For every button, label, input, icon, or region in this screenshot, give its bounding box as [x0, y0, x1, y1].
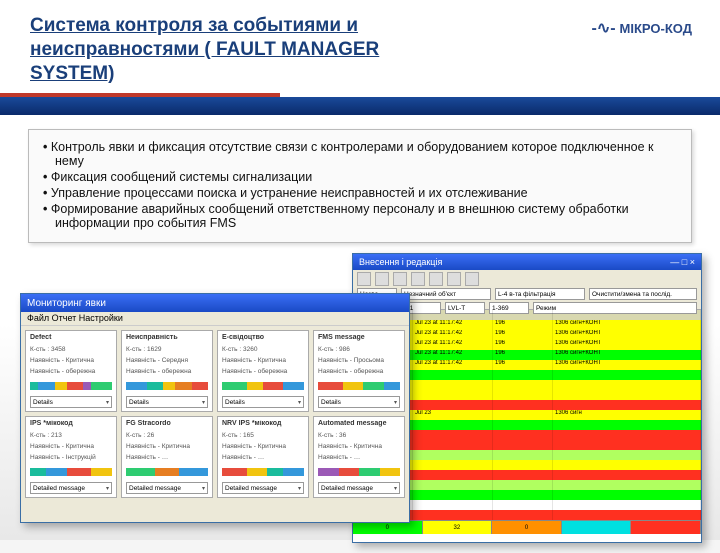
toolbar-button[interactable] — [393, 272, 407, 286]
panel-title: IPS *мікокод — [30, 420, 112, 427]
panel-dropdown[interactable]: Details — [30, 396, 112, 408]
monitor-menubar[interactable]: Файл Отчет Настройки — [21, 312, 409, 326]
panel-line: Наявність - обережна — [318, 368, 400, 375]
page-title: Система контроля за событиями и неисправ… — [30, 14, 460, 85]
panel-dropdown[interactable]: Details — [126, 396, 208, 408]
header-bar — [0, 97, 720, 115]
bullet-item: Формирование аварийных сообщений ответст… — [43, 202, 677, 230]
panel-bar — [30, 382, 112, 390]
logo-icon: -∿- — [591, 18, 615, 38]
monitor-panel: Defect К-сть : 3458 Наявність - Критична На… — [25, 330, 117, 412]
panel-line: Наявність - обережна — [222, 368, 304, 375]
panel-line: Наявність - Критична — [126, 443, 208, 450]
panel-bar — [318, 468, 400, 476]
monitor-panel: FG Stracordo К-сть : 26 Наявність - Критич… — [121, 416, 213, 498]
monitor-panel: NRV IPS *мікокод К-сть : 165 Наявність - К… — [217, 416, 309, 498]
panel-bar — [222, 468, 304, 476]
status-cell — [631, 521, 701, 534]
panel-title: NRV IPS *мікокод — [222, 420, 304, 427]
panel-count: К-сть : 1629 — [126, 346, 208, 353]
logo: -∿- МІКРО-КОД — [591, 18, 692, 38]
event-window-title: Внесення і редакція — [359, 257, 442, 267]
toolbar-button[interactable] — [429, 272, 443, 286]
toolbar-button[interactable] — [375, 272, 389, 286]
panel-line: Наявність - … — [222, 454, 304, 461]
content-box: Контроль явки и фиксация отсутствие связ… — [28, 129, 692, 243]
panel-bar — [318, 382, 400, 390]
monitor-panel: FMS message К-сть : 986 Наявність - Просьо… — [313, 330, 405, 412]
monitor-panel: E-свідоцтво К-сть : 3260 Наявність - Крити… — [217, 330, 309, 412]
status-cell: 32 — [423, 521, 493, 534]
panel-line: Наявність - Критична — [30, 357, 112, 364]
panel-line: Наявність - … — [126, 454, 208, 461]
bullet-list: Контроль явки и фиксация отсутствие связ… — [43, 140, 677, 230]
monitor-titlebar[interactable]: Мониторинг явки — [21, 294, 409, 312]
panel-line: Наявність - Просьома — [318, 357, 400, 364]
panel-title: Неисправність — [126, 334, 208, 341]
bullet-item: Фиксация сообщений системы сигнализации — [43, 170, 677, 184]
panel-line: Наявність - Середня — [126, 357, 208, 364]
panel-dropdown[interactable]: Detailed message — [126, 482, 208, 494]
filter-field-lvl[interactable]: L-4 в-та фільтрація — [495, 288, 585, 300]
monitor-panel: IPS *мікокод К-сть : 213 Наявність - Крити… — [25, 416, 117, 498]
filter-field-mode[interactable]: Очистити/змена та послід. — [589, 288, 697, 300]
panel-count: К-сть : 3458 — [30, 346, 112, 353]
panel-bar — [126, 468, 208, 476]
toolbar-button[interactable] — [447, 272, 461, 286]
panel-title: Automated message — [318, 420, 400, 427]
monitor-window: Мониторинг явки Файл Отчет Настройки Def… — [20, 293, 410, 523]
panel-title: FG Stracordo — [126, 420, 208, 427]
panel-line: Наявність - обережна — [30, 368, 112, 375]
bullet-item: Контроль явки и фиксация отсутствие связ… — [43, 140, 677, 168]
toolbar-button[interactable] — [465, 272, 479, 286]
filter-value-name[interactable]: Незначний об'єкт — [401, 288, 491, 300]
status-cell — [562, 521, 632, 534]
panel-count: К-сть : 165 — [222, 432, 304, 439]
screenshot-area: Внесення і редакція — □ × Назва Незначни… — [0, 253, 720, 553]
monitor-panel: Неисправність К-сть : 1629 Наявність - Сер… — [121, 330, 213, 412]
panel-title: E-свідоцтво — [222, 334, 304, 341]
monitor-menu: Файл Отчет Настройки — [27, 313, 123, 323]
panel-count: К-сть : 213 — [30, 432, 112, 439]
panel-dropdown[interactable]: Details — [222, 396, 304, 408]
window-controls[interactable]: — □ × — [670, 257, 695, 267]
panel-count: К-сть : 3260 — [222, 346, 304, 353]
panel-line: Наявність - обережна — [126, 368, 208, 375]
toolbar-button[interactable] — [411, 272, 425, 286]
panel-line: Наявність - Критична — [318, 443, 400, 450]
panel-bar — [222, 382, 304, 390]
panel-line: Наявність - Критична — [30, 443, 112, 450]
header: Система контроля за событиями и неисправ… — [0, 0, 720, 91]
bullet-item: Управление процессами поиска и устранени… — [43, 186, 677, 200]
monitor-panel: Automated message К-сть : 36 Наявність - К… — [313, 416, 405, 498]
panel-title: FMS message — [318, 334, 400, 341]
panel-line: Наявність - … — [318, 454, 400, 461]
status-cell: 0 — [492, 521, 562, 534]
panel-dropdown[interactable]: Details — [318, 396, 400, 408]
toolbar-button[interactable] — [357, 272, 371, 286]
logo-text: МІКРО-КОД — [620, 21, 692, 36]
panel-dropdown[interactable]: Detailed message — [222, 482, 304, 494]
panel-title: Defect — [30, 334, 112, 341]
panel-bar — [126, 382, 208, 390]
panel-bar — [30, 468, 112, 476]
panel-count: К-сть : 26 — [126, 432, 208, 439]
panel-line: Наявність - Критична — [222, 443, 304, 450]
panel-count: К-сть : 986 — [318, 346, 400, 353]
panel-dropdown[interactable]: Detailed message — [318, 482, 400, 494]
panel-line: Наявність - Інструкцій — [30, 454, 112, 461]
panel-line: Наявність - Критична — [222, 357, 304, 364]
panel-grid: Defect К-сть : 3458 Наявність - Критична На… — [21, 326, 409, 502]
slide: Система контроля за событиями и неисправ… — [0, 0, 720, 540]
panel-count: К-сть : 36 — [318, 432, 400, 439]
event-window-titlebar[interactable]: Внесення і редакція — □ × — [353, 254, 701, 270]
panel-dropdown[interactable]: Detailed message — [30, 482, 112, 494]
monitor-title: Мониторинг явки — [27, 298, 106, 309]
